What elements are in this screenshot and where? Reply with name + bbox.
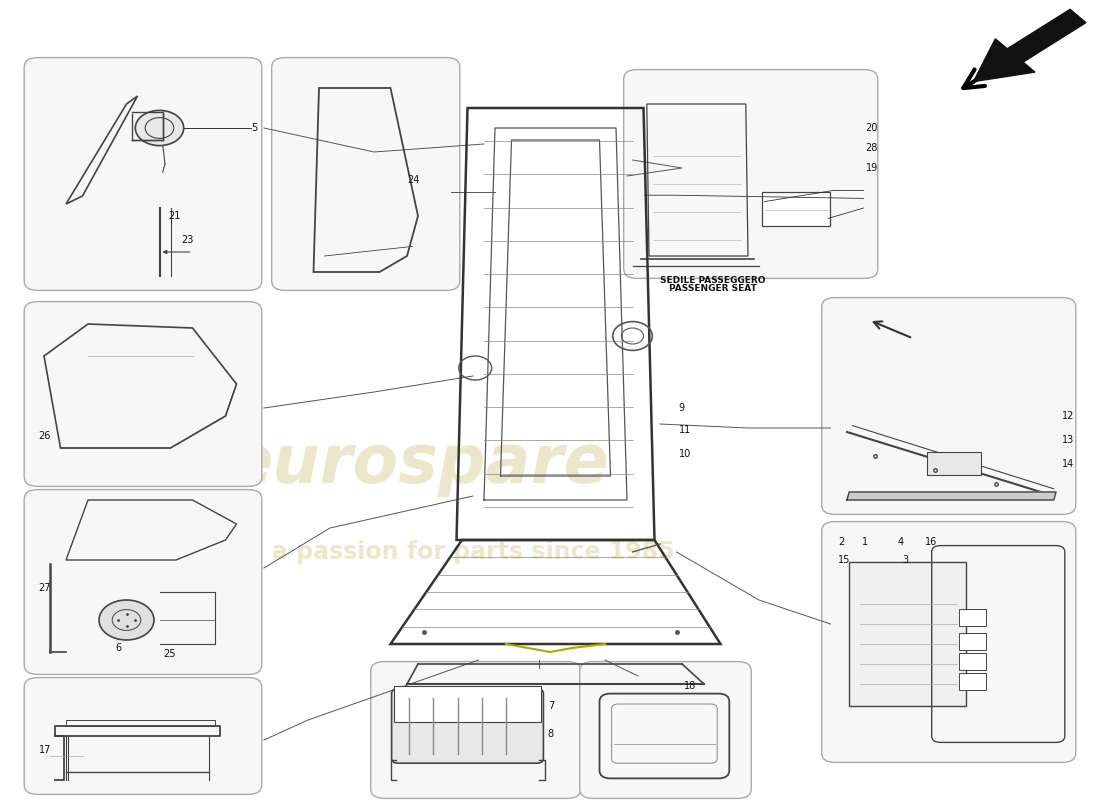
- Text: 19: 19: [866, 163, 878, 173]
- Text: 28: 28: [866, 143, 878, 153]
- Text: 14: 14: [1062, 459, 1074, 469]
- Text: 4: 4: [898, 538, 904, 547]
- Text: 17: 17: [39, 746, 51, 755]
- FancyBboxPatch shape: [624, 70, 878, 278]
- Text: PASSENGER SEAT: PASSENGER SEAT: [669, 284, 757, 293]
- FancyBboxPatch shape: [927, 452, 981, 475]
- FancyBboxPatch shape: [392, 689, 543, 763]
- FancyBboxPatch shape: [849, 562, 966, 706]
- FancyBboxPatch shape: [580, 662, 751, 798]
- FancyBboxPatch shape: [822, 522, 1076, 762]
- Text: 26: 26: [39, 431, 51, 441]
- Circle shape: [135, 110, 184, 146]
- Text: eurospare: eurospare: [227, 431, 609, 497]
- Text: 5: 5: [251, 123, 257, 133]
- FancyBboxPatch shape: [959, 653, 986, 670]
- FancyBboxPatch shape: [394, 686, 541, 722]
- Circle shape: [99, 600, 154, 640]
- Text: 7: 7: [548, 701, 554, 710]
- FancyBboxPatch shape: [371, 662, 581, 798]
- Polygon shape: [847, 492, 1056, 500]
- Text: 9: 9: [679, 403, 685, 413]
- Text: 27: 27: [39, 583, 51, 593]
- Text: 11: 11: [679, 426, 691, 435]
- FancyBboxPatch shape: [24, 678, 262, 794]
- Text: 2: 2: [838, 538, 845, 547]
- Text: 16: 16: [925, 538, 937, 547]
- Text: 18: 18: [684, 681, 696, 690]
- Text: 6: 6: [116, 643, 122, 653]
- Text: 23: 23: [182, 235, 194, 245]
- FancyBboxPatch shape: [959, 633, 986, 650]
- FancyBboxPatch shape: [24, 490, 262, 674]
- FancyArrow shape: [974, 10, 1086, 82]
- Text: 1: 1: [862, 538, 869, 547]
- Text: 25: 25: [163, 650, 175, 659]
- Text: 8: 8: [548, 730, 554, 739]
- Text: 24: 24: [407, 175, 419, 185]
- Text: 20: 20: [866, 123, 878, 133]
- Text: 12: 12: [1062, 411, 1074, 421]
- Text: 21: 21: [168, 211, 180, 221]
- FancyBboxPatch shape: [762, 192, 830, 226]
- Text: SEDILE PASSEGGERO: SEDILE PASSEGGERO: [660, 276, 766, 285]
- FancyBboxPatch shape: [822, 298, 1076, 514]
- Text: 13: 13: [1062, 435, 1074, 445]
- FancyBboxPatch shape: [24, 58, 262, 290]
- FancyBboxPatch shape: [959, 673, 986, 690]
- Text: 15: 15: [838, 555, 850, 565]
- Text: a passion for parts since 1985: a passion for parts since 1985: [272, 540, 674, 564]
- Text: 3: 3: [902, 555, 909, 565]
- FancyBboxPatch shape: [24, 302, 262, 486]
- FancyBboxPatch shape: [272, 58, 460, 290]
- Text: 10: 10: [679, 450, 691, 459]
- FancyBboxPatch shape: [959, 609, 986, 626]
